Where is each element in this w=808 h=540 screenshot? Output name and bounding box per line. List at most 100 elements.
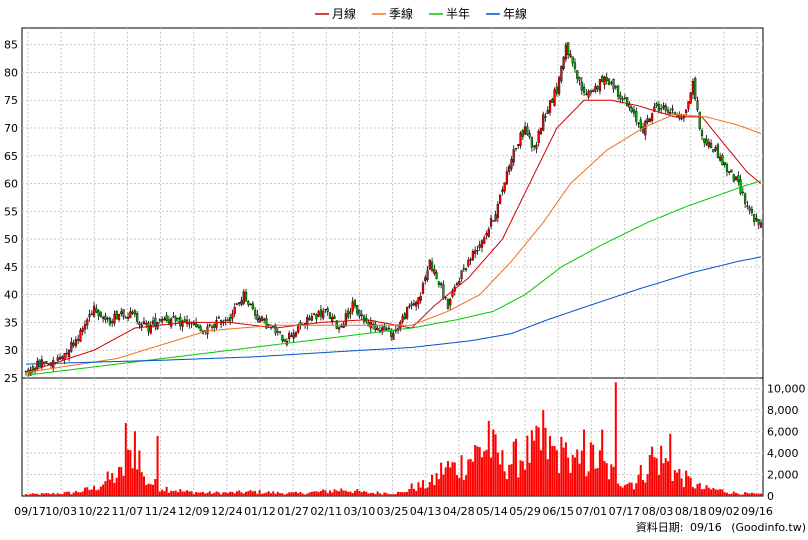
candle-up [29, 369, 32, 376]
candle-down [723, 162, 726, 165]
volume-bar [353, 490, 356, 496]
candle-up [294, 331, 298, 337]
volume-bar [385, 493, 388, 496]
legend-item-year: 年線 [486, 6, 527, 21]
volume-bar [680, 478, 683, 496]
candle-down [179, 317, 182, 326]
candle-up [70, 341, 73, 352]
volume-bar [485, 449, 488, 496]
candle-up [610, 82, 613, 84]
candle-down [748, 207, 751, 211]
candle-down [626, 97, 629, 107]
candle-down [614, 86, 617, 88]
volume-bar [56, 493, 59, 496]
volume-bar [299, 492, 302, 496]
candle-down [353, 299, 357, 307]
candle-down [730, 169, 733, 173]
candle-up [306, 316, 309, 325]
volume-bar [642, 480, 645, 496]
volume-bar [601, 429, 604, 496]
volume-bar [59, 494, 62, 496]
volume-bar [687, 476, 690, 496]
candle-down [721, 155, 724, 166]
volume-bar [54, 494, 57, 496]
volume-bar [256, 493, 259, 496]
volume-bar [95, 490, 98, 496]
volume-bar [578, 463, 581, 496]
volume-bar [694, 488, 697, 496]
candle-down [176, 317, 180, 320]
footer-date-source: 資料日期: 09/16 (Goodinfo.tw) [636, 520, 806, 534]
candle-down [283, 338, 286, 342]
candle-down [655, 103, 658, 106]
price-tick-label: 40 [4, 289, 18, 302]
candle-up [467, 259, 470, 266]
candle-down [526, 126, 529, 135]
candle-down [732, 174, 735, 182]
candle-up [163, 318, 166, 320]
volume-bar [351, 493, 354, 496]
volume-bar [598, 450, 601, 496]
candle-down [383, 326, 386, 331]
volume-bar [710, 489, 713, 496]
candle-up [419, 295, 422, 301]
volume-bar [728, 493, 731, 496]
candle-down [403, 313, 406, 319]
volume-bar [424, 488, 427, 496]
legend-label-year: 年線 [503, 6, 527, 21]
volume-bar [492, 429, 495, 496]
x-tick-label: 07/01 [575, 505, 607, 518]
candle-up [415, 301, 418, 307]
volume-bar [292, 492, 295, 496]
volume-bar [719, 489, 722, 496]
candle-up [331, 316, 334, 322]
candlesticks [24, 42, 763, 377]
volume-bar [589, 442, 592, 496]
volume-bar [306, 493, 309, 496]
candle-up [474, 250, 477, 254]
volume-bar [673, 470, 676, 496]
volume-bar [603, 460, 606, 496]
candle-down [77, 338, 80, 341]
volume-bar [315, 491, 318, 496]
candle-up [145, 323, 148, 325]
volume-bar [397, 491, 400, 496]
volume-bar [707, 487, 710, 496]
volume-bar [358, 490, 361, 496]
volume-bar [383, 492, 386, 496]
volume-bar [161, 489, 164, 496]
candle-up [510, 159, 513, 169]
volume-bar [360, 492, 363, 496]
volume-bar [480, 457, 483, 496]
volume-bar [38, 494, 41, 496]
volume-bar [460, 455, 463, 496]
candle-up [215, 320, 218, 328]
volume-bar [494, 434, 497, 496]
candle-down [360, 314, 363, 317]
candle-up [88, 314, 91, 318]
volume-bar [381, 494, 384, 496]
volume-bar [587, 471, 590, 496]
volume-bar [723, 492, 726, 496]
candle-down [607, 78, 611, 85]
candle-down [744, 193, 747, 204]
candle-up [231, 313, 234, 319]
volume-bar [197, 492, 200, 496]
candle-down [698, 111, 701, 129]
candle-up [587, 91, 590, 98]
volume-bar [213, 492, 216, 496]
candle-up [401, 316, 404, 322]
volume-bar [560, 436, 563, 496]
x-tick-label: 09/17 [14, 505, 46, 518]
volume-bar [739, 494, 742, 496]
candle-down [700, 130, 704, 137]
volume-bar [324, 490, 327, 496]
candle-down [256, 314, 259, 321]
volume-bar [74, 490, 77, 496]
axes: 25 30 35 40 45 50 55 60 65 70 75 80 85 0 2,000 4,000 6,0… [4, 39, 806, 518]
volume-bar [524, 469, 527, 496]
volume-bar [757, 493, 760, 496]
volume-bar [201, 491, 204, 496]
volume-bar [133, 431, 136, 496]
candle-down [158, 319, 161, 321]
